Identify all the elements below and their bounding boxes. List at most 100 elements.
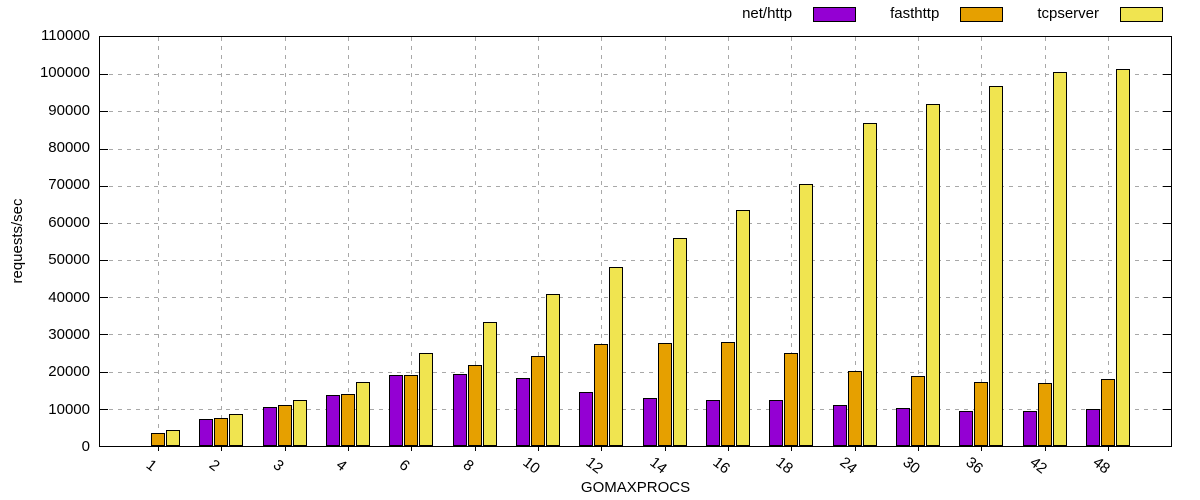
bar-tcpserver-x6 [419, 353, 433, 446]
x-tick-mark [348, 447, 349, 451]
bar-tcpserver-x10 [546, 294, 560, 446]
legend-label: tcpserver [1037, 5, 1099, 22]
bar-tcpserver-x12 [609, 267, 623, 446]
y-tick-label: 80000 [48, 139, 90, 156]
y-tick-mark-right [1163, 111, 1171, 112]
y-tick-mark-right [1163, 297, 1171, 298]
vertical-gridline [221, 37, 222, 446]
bar-fasthttp-x36 [974, 382, 988, 446]
bar-tcpserver-x16 [736, 210, 750, 446]
y-tick-label: 10000 [48, 401, 90, 418]
horizontal-gridline [100, 149, 1171, 150]
bar-tcpserver-x42 [1053, 72, 1067, 446]
x-tick-mark [728, 447, 729, 451]
y-tick-mark-left [100, 297, 108, 298]
bar-net-http-x18 [769, 400, 783, 446]
bar-fasthttp-x10 [531, 356, 545, 446]
y-tick-label: 0 [81, 438, 90, 455]
bar-fasthttp-x16 [721, 342, 735, 446]
horizontal-gridline [100, 260, 1171, 261]
bar-net-http-x16 [706, 400, 720, 446]
x-tick-mark [665, 447, 666, 451]
bar-tcpserver-x24 [863, 123, 877, 446]
vertical-gridline [411, 37, 412, 446]
legend-entry-net-http: net/http [742, 5, 857, 23]
y-tick-mark-left [100, 409, 108, 410]
x-tick-mark [158, 447, 159, 451]
y-axis-title: requests/sec [9, 198, 26, 284]
y-tick-label: 90000 [48, 102, 90, 119]
vertical-gridline [538, 37, 539, 446]
bar-fasthttp-x6 [404, 375, 418, 446]
x-tick-mark [918, 447, 919, 451]
y-tick-mark-right [1163, 74, 1171, 75]
y-tick-mark-right [1163, 372, 1171, 373]
legend-label: net/http [742, 5, 793, 22]
bar-fasthttp-x8 [468, 365, 482, 446]
y-tick-mark-left [100, 223, 108, 224]
vertical-gridline [158, 37, 159, 446]
bar-net-http-x30 [896, 408, 910, 446]
bar-tcpserver-x2 [229, 414, 243, 446]
y-tick-label: 110000 [41, 27, 90, 44]
y-tick-mark-right [1163, 186, 1171, 187]
x-tick-mark [981, 447, 982, 451]
legend-entry-tcpserver: tcpserver [1037, 5, 1163, 23]
vertical-gridline [791, 37, 792, 446]
bar-net-http-x8 [453, 374, 467, 446]
horizontal-gridline [100, 409, 1171, 410]
horizontal-gridline [100, 186, 1171, 187]
bar-fasthttp-x14 [658, 343, 672, 446]
vertical-gridline [475, 37, 476, 446]
bar-net-http-x36 [959, 411, 973, 446]
bar-tcpserver-x14 [673, 238, 687, 446]
bar-fasthttp-x42 [1038, 383, 1052, 446]
x-tick-mark [855, 447, 856, 451]
horizontal-gridline [100, 334, 1171, 335]
legend-swatch [1120, 6, 1163, 22]
x-tick-mark [285, 447, 286, 451]
legend-swatch [960, 6, 1004, 22]
vertical-gridline [601, 37, 602, 446]
bar-fasthttp-x2 [214, 418, 228, 446]
legend-entry-fasthttp: fasthttp [890, 5, 1004, 23]
x-tick-mark [1045, 447, 1046, 451]
bar-net-http-x12 [579, 392, 593, 446]
bar-fasthttp-x3 [278, 405, 292, 446]
vertical-gridline [1108, 37, 1109, 446]
vertical-gridline [348, 37, 349, 446]
legend: net/http fasthttp tcpserver [742, 5, 1163, 23]
x-tick-mark [538, 447, 539, 451]
bar-tcpserver-x4 [356, 382, 370, 446]
bar-fasthttp-x12 [594, 344, 608, 446]
y-tick-mark-left [100, 260, 108, 261]
bar-net-http-x3 [263, 407, 277, 446]
vertical-gridline [728, 37, 729, 446]
y-tick-mark-right [1163, 334, 1171, 335]
legend-label: fasthttp [890, 5, 940, 22]
bar-tcpserver-x8 [483, 322, 497, 446]
horizontal-gridline [100, 74, 1171, 75]
bar-fasthttp-x48 [1101, 379, 1115, 446]
y-tick-mark-right [1163, 223, 1171, 224]
y-tick-label: 20000 [48, 363, 90, 380]
y-tick-mark-left [100, 372, 108, 373]
vertical-gridline [285, 37, 286, 446]
bar-net-http-x2 [199, 419, 213, 446]
bar-tcpserver-x1 [166, 430, 180, 446]
y-tick-mark-right [1163, 409, 1171, 410]
y-tick-mark-right [1163, 260, 1171, 261]
bar-tcpserver-x36 [989, 86, 1003, 446]
bar-net-http-x48 [1086, 409, 1100, 446]
bar-tcpserver-x3 [293, 400, 307, 446]
bar-net-http-x42 [1023, 411, 1037, 446]
bar-net-http-x14 [643, 398, 657, 446]
plot-area [99, 36, 1172, 447]
y-tick-mark-left [100, 334, 108, 335]
vertical-gridline [1045, 37, 1046, 446]
x-tick-mark [1108, 447, 1109, 451]
y-tick-mark-right [1163, 149, 1171, 150]
bar-fasthttp-x24 [848, 371, 862, 446]
y-tick-label: 50000 [48, 251, 90, 268]
x-tick-mark [601, 447, 602, 451]
